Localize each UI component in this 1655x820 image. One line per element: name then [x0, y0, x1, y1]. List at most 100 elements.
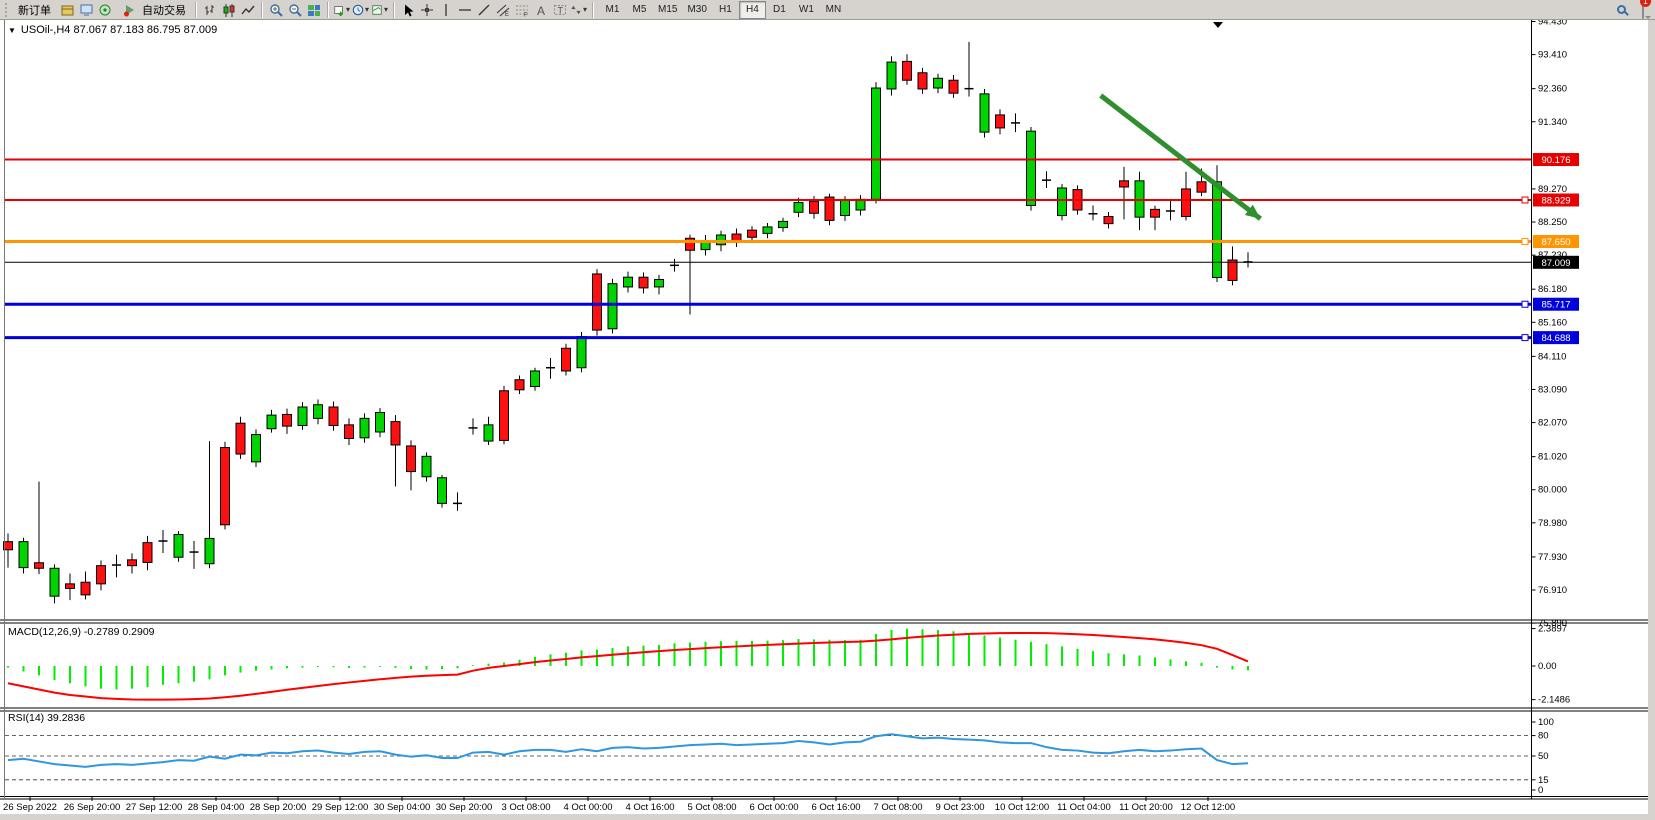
chevron-down-icon[interactable]: ▾ — [383, 5, 388, 14]
timeframe-button-mn[interactable]: MN — [825, 4, 842, 15]
level-handle[interactable] — [1521, 300, 1529, 308]
zoom-out-icon[interactable] — [285, 1, 304, 19]
chevron-down-icon[interactable]: ▼ — [8, 25, 16, 35]
notifications-icon[interactable]: 1 — [1640, 0, 1651, 19]
candle-body — [917, 72, 928, 90]
price-axis-tick-label: 93.410 — [1538, 50, 1567, 61]
candle-body — [421, 455, 432, 478]
timeframe-button-d1[interactable]: D1 — [773, 4, 786, 15]
toolbar-separator — [195, 1, 196, 18]
candle-body — [49, 567, 60, 597]
fibonacci-icon[interactable]: F — [512, 1, 531, 19]
text-icon[interactable]: A — [531, 1, 550, 19]
rsi-axis-label: 80 — [1538, 731, 1549, 742]
arrows-icon[interactable]: ▾ — [569, 1, 588, 19]
candle-body — [437, 477, 447, 504]
time-axis-label[interactable]: 11 Oct 04:00 — [1057, 802, 1111, 813]
time-axis-label[interactable]: 30 Sep 20:00 — [436, 802, 493, 813]
toolbar-grip[interactable] — [5, 2, 10, 17]
time-axis-label[interactable]: 3 Oct 08:00 — [501, 802, 550, 813]
price-badge-label: 87.009 — [1541, 258, 1570, 269]
chart-title[interactable]: ▼ USOil-,H4 87.067 87.183 86.795 87.009 — [8, 24, 217, 36]
period-clock-icon[interactable]: ▾ — [351, 1, 370, 19]
time-axis-label[interactable]: 29 Sep 12:00 — [312, 802, 369, 813]
timeframe-button-w1[interactable]: W1 — [798, 4, 814, 15]
trendline-icon[interactable] — [474, 1, 493, 19]
svg-text:T: T — [557, 5, 563, 15]
candle-body — [173, 534, 184, 558]
chevron-down-icon[interactable]: ▾ — [364, 5, 369, 14]
time-axis-label[interactable]: 12 Oct 12:00 — [1181, 802, 1235, 813]
text-label-icon[interactable]: T — [550, 1, 569, 19]
timeframe-button-m15[interactable]: M15 — [658, 4, 678, 15]
vertical-line-icon[interactable] — [436, 1, 455, 19]
price-axis-tick-label: 81.020 — [1538, 452, 1567, 463]
market-watch-icon[interactable] — [95, 1, 114, 19]
price-badge-label: 90.176 — [1541, 155, 1570, 166]
notification-badge: 1 — [1640, 0, 1651, 7]
level-handle[interactable] — [1521, 237, 1529, 245]
chart-title-text: USOil-,H4 87.067 87.183 86.795 87.009 — [20, 24, 218, 36]
line-chart-icon[interactable] — [238, 1, 257, 19]
candlestick-chart-icon[interactable] — [219, 1, 238, 19]
time-axis-label[interactable]: 6 Oct 16:00 — [811, 802, 860, 813]
candle-body — [685, 237, 695, 251]
time-axis-label[interactable]: 5 Oct 08:00 — [687, 802, 736, 813]
time-axis-label[interactable]: 26 Sep 20:00 — [64, 802, 121, 813]
time-axis-label[interactable]: 30 Sep 04:00 — [374, 802, 431, 813]
profiles-icon[interactable] — [57, 1, 76, 19]
autotrading-play-icon — [120, 1, 139, 19]
candle-body — [328, 406, 339, 426]
timeframe-button-h1[interactable]: H1 — [719, 4, 732, 15]
zoom-in-icon[interactable] — [266, 1, 285, 19]
time-axis-label[interactable]: 6 Oct 00:00 — [749, 802, 798, 813]
new-chart-icon[interactable]: ▾ — [332, 1, 351, 19]
templates-icon[interactable]: ▾ — [370, 1, 389, 19]
search-icon[interactable] — [1612, 1, 1631, 19]
tile-windows-icon[interactable] — [304, 1, 323, 19]
equidistant-channel-icon[interactable]: E — [493, 1, 512, 19]
candle-body — [1212, 181, 1222, 279]
candle-body — [778, 220, 788, 229]
candle-doji — [112, 564, 121, 566]
crosshair-icon[interactable] — [417, 1, 436, 19]
candle-body — [840, 199, 850, 217]
new-order-button[interactable]: 新订单 — [13, 1, 56, 19]
time-axis-label[interactable]: 27 Sep 12:00 — [126, 802, 183, 813]
new-order-label: 新订单 — [18, 4, 51, 17]
chart-shift-marker[interactable] — [1213, 22, 1223, 28]
rsi-axis-label: 100 — [1538, 717, 1554, 728]
trend-arrow[interactable] — [1099, 93, 1262, 221]
time-axis-label[interactable]: 4 Oct 00:00 — [563, 802, 612, 813]
autotrading-button[interactable]: 自动交易 — [115, 1, 191, 19]
candle-body — [344, 424, 354, 439]
time-axis-label[interactable]: 11 Oct 20:00 — [1119, 802, 1173, 813]
timeframe-button-h4[interactable]: H4 — [738, 0, 766, 19]
candle-doji — [670, 264, 679, 267]
candle-body — [607, 283, 618, 330]
time-axis-label[interactable]: 26 Sep 2022 — [3, 802, 57, 813]
time-axis-label[interactable]: 7 Oct 08:00 — [873, 802, 922, 813]
time-axis-label[interactable]: 28 Sep 04:00 — [188, 802, 245, 813]
svg-text:E: E — [505, 12, 509, 17]
chevron-down-icon[interactable]: ▾ — [582, 5, 587, 14]
data-window-icon[interactable] — [76, 1, 95, 19]
chevron-down-icon[interactable]: ▾ — [345, 5, 350, 14]
cursor-icon[interactable] — [398, 1, 417, 19]
time-axis-label[interactable]: 10 Oct 12:00 — [995, 802, 1049, 813]
horizontal-line-icon[interactable] — [455, 1, 474, 19]
level-handle[interactable] — [1521, 334, 1529, 342]
level-handle[interactable] — [1521, 196, 1529, 204]
candle-body — [1134, 180, 1145, 218]
bar-chart-icon[interactable] — [200, 1, 219, 19]
time-axis-label[interactable]: 4 Oct 16:00 — [625, 802, 674, 813]
timeframe-button-m1[interactable]: M1 — [605, 4, 620, 15]
timeframe-button-m30[interactable]: M30 — [687, 4, 707, 15]
candle-doji — [1042, 179, 1051, 181]
candle-body — [406, 445, 416, 473]
candle-body — [65, 583, 75, 589]
timeframe-button-m5[interactable]: M5 — [632, 4, 647, 15]
time-axis-label[interactable]: 9 Oct 23:00 — [935, 802, 984, 813]
time-axis-label[interactable]: 28 Sep 20:00 — [250, 802, 307, 813]
